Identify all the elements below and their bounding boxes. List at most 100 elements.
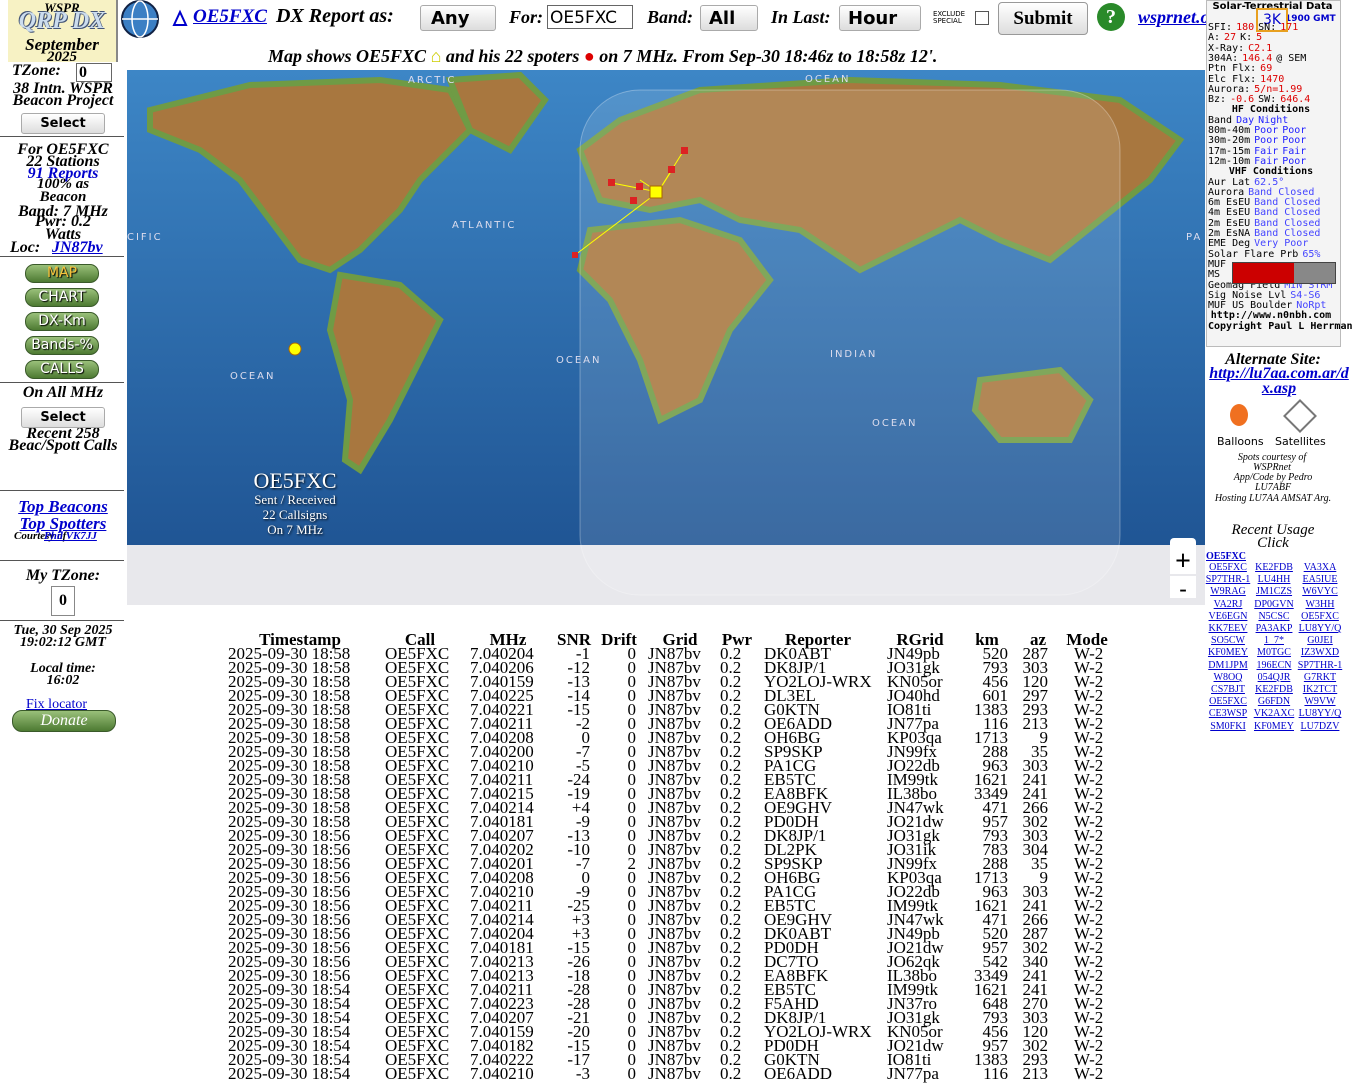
usage-call[interactable]: PA3AKP — [1255, 623, 1293, 634]
usage-call[interactable]: M0TGC — [1257, 647, 1291, 659]
usage-call[interactable]: W6VYC — [1302, 586, 1338, 598]
table-cell: JN87bv — [648, 1036, 701, 1055]
phil-link[interactable]: Phil VK7JJ — [44, 530, 97, 542]
select[interactable]: Select — [21, 113, 105, 134]
usage-call[interactable]: EA5IUE — [1302, 574, 1338, 586]
solar-line: 12m-10m Fair Poor — [1208, 156, 1338, 167]
solar-cell: Elc Flx: — [1208, 73, 1257, 85]
balloon-icon[interactable] — [1230, 404, 1248, 426]
usage-call[interactable]: JM1CZS — [1255, 586, 1293, 598]
submit-button[interactable]: Submit — [998, 2, 1088, 35]
usage-call[interactable]: LU7DZV — [1300, 720, 1340, 732]
last-select[interactable]: Hour — [839, 5, 921, 31]
map[interactable] — [127, 70, 1205, 605]
nav-button[interactable]: DX-Km — [25, 312, 99, 331]
table-cell: W-2 — [1074, 644, 1104, 663]
usage-call[interactable]: SP7THR-1 — [1297, 659, 1343, 671]
usage-call[interactable]: W9VW — [1304, 696, 1336, 708]
tzone-input[interactable]: 0 — [76, 63, 112, 82]
usage-call[interactable]: CS7BJT — [1211, 684, 1245, 695]
select[interactable]: Select — [21, 407, 105, 428]
table-cell: -3 — [575, 1064, 590, 1083]
usage-call[interactable]: VE6EGN — [1208, 610, 1248, 622]
usage-call[interactable]: IK2TCT — [1302, 684, 1338, 695]
globe-icon[interactable] — [120, 0, 190, 40]
usage-call[interactable]: LU4HH — [1257, 574, 1291, 586]
usage-call[interactable]: KK7EEV — [1208, 623, 1248, 634]
usage-call[interactable]: 1_7* — [1264, 635, 1284, 647]
table-cell: 7.040207 — [470, 826, 534, 845]
usage-call[interactable]: LU8YY/Q — [1298, 623, 1342, 634]
table-cell: OE5FXC — [385, 924, 450, 943]
top-beacons[interactable]: Top Beacons — [18, 497, 108, 516]
usage-head[interactable]: OE5FXC — [1206, 551, 1246, 562]
table-cell: 303 — [1022, 882, 1049, 901]
zoom-in[interactable]: + — [1170, 538, 1196, 577]
usage-call[interactable]: N5CSC — [1258, 610, 1290, 622]
fix-locator[interactable]: Fix locator — [26, 697, 88, 712]
solar-cell: 6m EsEU — [1208, 197, 1251, 209]
usage-call[interactable]: KF0MEY — [1207, 647, 1248, 659]
help-button[interactable]: ? — [1097, 3, 1125, 31]
home-icon: ⌂ — [430, 46, 442, 66]
usage-call[interactable]: KE2FDB — [1255, 562, 1293, 573]
nav-button[interactable]: CALLS — [25, 360, 99, 379]
usage-call[interactable]: OE5FXC — [1209, 696, 1247, 708]
table-cell: W-2 — [1074, 672, 1104, 691]
usage-call[interactable]: DM1JPM — [1208, 659, 1248, 671]
nav-button[interactable]: Bands-% — [25, 336, 99, 355]
usage-call[interactable]: CE3WSP — [1208, 708, 1248, 720]
usage-call[interactable]: W9RAG — [1210, 586, 1246, 598]
my-tzone-input[interactable]: 0 — [51, 586, 75, 616]
top-spotters[interactable]: Top Spotters — [19, 514, 107, 533]
table-cell: 0 — [581, 728, 591, 747]
usage-call[interactable]: IZ3WXD — [1300, 647, 1340, 659]
table-cell: 0.2 — [720, 672, 742, 691]
loc-link[interactable]: JN87bv — [52, 239, 103, 256]
band-select[interactable]: All — [700, 5, 758, 31]
usage-call[interactable]: VA3XA — [1303, 562, 1337, 573]
usage-call[interactable]: G0JEI — [1307, 635, 1333, 647]
table-cell: 471 — [982, 798, 1009, 817]
table-cell: 520 — [982, 644, 1009, 663]
title-link[interactable]: OE5FXC — [193, 6, 267, 27]
usage-call[interactable]: G7RKT — [1303, 671, 1337, 683]
usage-call[interactable]: VK2AXC — [1253, 708, 1295, 720]
table-cell: 0 — [581, 868, 591, 887]
usage-call[interactable]: OE5FXC — [1209, 562, 1247, 573]
usage-call[interactable]: G6FDN — [1257, 696, 1291, 708]
usage-call[interactable]: SO5CW — [1211, 635, 1245, 647]
usage-call[interactable]: KF0MEY — [1253, 720, 1294, 732]
usage-call[interactable]: W8OQ — [1213, 671, 1243, 683]
logo[interactable]: QRP DX — [18, 8, 106, 34]
as-select[interactable]: Any — [420, 5, 496, 31]
usage-call[interactable]: W3HH — [1305, 598, 1335, 610]
usage-call[interactable]: SM0FKI — [1210, 720, 1246, 732]
for-input[interactable]: OE5FXC — [547, 5, 633, 29]
table-cell: 0 — [627, 910, 637, 929]
band-label: Band: — [647, 7, 694, 27]
donate-button[interactable]: Donate — [12, 710, 116, 732]
usage-call[interactable]: LU8YY/Q — [1298, 708, 1342, 720]
table-cell: JN87bv — [648, 658, 701, 677]
usage-call[interactable]: SP7THR-1 — [1205, 574, 1251, 586]
usage-call[interactable]: OE5FXC — [1301, 610, 1339, 622]
site-link[interactable]: wsprnet.org — [1138, 7, 1226, 27]
usage-call[interactable]: KE2FDB — [1255, 684, 1293, 695]
usage-call[interactable]: 054QJR — [1257, 671, 1291, 683]
usage-call[interactable]: VA2RJ — [1213, 598, 1243, 610]
table-cell: 0 — [627, 812, 637, 831]
solar-line: VHF Conditions — [1208, 167, 1338, 177]
nav-button[interactable]: MAP — [25, 264, 99, 283]
satellite-icon[interactable] — [1283, 399, 1317, 433]
usage-call[interactable]: DP0GVN — [1254, 598, 1294, 610]
badge[interactable]: 3K — [1256, 8, 1288, 32]
exclude-checkbox[interactable] — [975, 11, 989, 25]
zoom-out[interactable]: - — [1170, 576, 1196, 601]
table-cell: W-2 — [1074, 798, 1104, 817]
nav-button[interactable]: CHART — [25, 288, 99, 307]
usage-call[interactable]: 196ECN — [1256, 659, 1292, 671]
table-cell: W-2 — [1074, 840, 1104, 859]
alt-link[interactable]: http://lu7aa.com.ar/dx.asp — [1209, 365, 1349, 397]
band: Band: 7 MHz — [18, 203, 108, 220]
